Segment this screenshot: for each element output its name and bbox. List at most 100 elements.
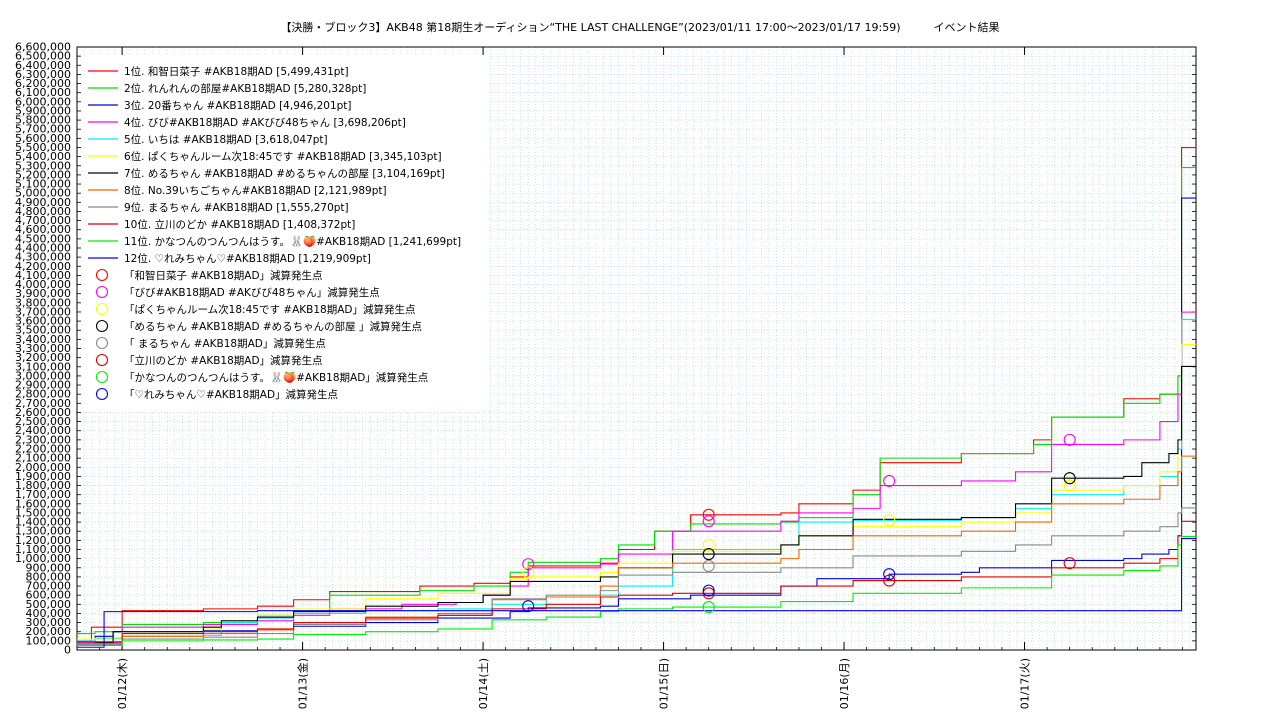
markers xyxy=(522,433,1076,614)
legend-label: 「めるちゃん #AKB18期AD #めるちゃんの部屋 」減算発生点 xyxy=(124,320,422,333)
y-tick-label: 200,000 xyxy=(26,625,72,638)
legend-label: 8位. No.39いちごちゃん#AKB18期AD [2,121,989pt] xyxy=(124,184,387,197)
y-tick-label: 4,900,000 xyxy=(15,196,71,209)
y-tick-label: 6,600,000 xyxy=(15,41,71,54)
y-tick-label: 2,800,000 xyxy=(15,388,71,401)
y-tick-label: 1,200,000 xyxy=(15,534,71,547)
y-tick-label: 3,800,000 xyxy=(15,296,71,309)
y-tick-label: 5,300,000 xyxy=(15,159,71,172)
y-tick-label: 4,600,000 xyxy=(15,223,71,236)
y-tick-label: 2,400,000 xyxy=(15,424,71,437)
legend-label: 7位. めるちゃん #AKB18期AD #めるちゃんの部屋 [3,104,169… xyxy=(124,167,445,180)
y-tick-label: 600,000 xyxy=(26,589,72,602)
y-tick-label: 2,200,000 xyxy=(15,443,71,456)
x-tick-label: 01/12(木) xyxy=(116,658,129,709)
legend-marker xyxy=(95,268,109,282)
y-tick-label: 1,900,000 xyxy=(15,470,71,483)
y-tick-label: 6,500,000 xyxy=(15,50,71,63)
x-tick-label: 01/16(月) xyxy=(838,658,851,709)
series-line xyxy=(77,520,1196,643)
y-tick-label: 2,100,000 xyxy=(15,452,71,465)
legend-label: 「かなつんのつんつんはうす。🐰🍑#AKB18期AD」減算発生点 xyxy=(124,371,428,384)
y-tick-label: 6,200,000 xyxy=(15,77,71,90)
marker-point xyxy=(702,587,715,600)
y-tick-label: 3,400,000 xyxy=(15,333,71,346)
legend-label: 6位. ぱくちゃんルーム次18:45です #AKB18期AD [3,345,10… xyxy=(124,150,442,163)
y-tick-label: 1,400,000 xyxy=(15,516,71,529)
y-tick-label: 5,000,000 xyxy=(15,187,71,200)
y-tick-label: 1,300,000 xyxy=(15,525,71,538)
marker-point xyxy=(883,514,896,527)
series-line xyxy=(77,507,1196,646)
series-line xyxy=(77,537,1196,648)
x-tick-label: 01/15(日) xyxy=(658,658,671,709)
series-line xyxy=(77,311,1196,644)
y-tick-label: 3,700,000 xyxy=(15,305,71,318)
y-tick-label: 3,100,000 xyxy=(15,360,71,373)
y-tick-label: 1,500,000 xyxy=(15,506,71,519)
y-tick-label: 2,500,000 xyxy=(15,415,71,428)
legend-label: 10位. 立川のどか #AKB18期AD [1,408,372pt] xyxy=(124,218,355,231)
y-tick-label: 5,100,000 xyxy=(15,178,71,191)
marker-point xyxy=(1063,433,1076,446)
legend-label: 9位. まるちゃん #AKB18期AD [1,555,270pt] xyxy=(124,201,349,214)
y-tick-label: 5,500,000 xyxy=(15,141,71,154)
y-tick-label: 0 xyxy=(64,644,71,657)
legend-label: 1位. 和智日菜子 #AKB18期AD [5,499,431pt] xyxy=(124,65,349,78)
y-tick-label: 3,000,000 xyxy=(15,369,71,382)
y-tick-label: 4,300,000 xyxy=(15,251,71,264)
y-tick-label: 5,400,000 xyxy=(15,150,71,163)
marker-point xyxy=(1063,479,1076,492)
y-tick-label: 3,200,000 xyxy=(15,351,71,364)
y-tick-label: 5,900,000 xyxy=(15,104,71,117)
y-tick-label: 5,200,000 xyxy=(15,168,71,181)
y-tick-label: 1,100,000 xyxy=(15,543,71,556)
marker-point xyxy=(702,584,715,597)
marker-point xyxy=(522,600,535,613)
legend-box xyxy=(82,55,490,411)
y-tick-label: 100,000 xyxy=(26,634,72,647)
y-tick-label: 400,000 xyxy=(26,607,72,620)
y-tick-label: 4,400,000 xyxy=(15,242,71,255)
y-tick-label: 5,800,000 xyxy=(15,114,71,127)
legend-marker xyxy=(95,319,109,333)
x-tick-label: 01/17(火) xyxy=(1019,658,1032,709)
legend-label: 「びび#AKB18期AD #AKびび48ちゃん」減算発生点 xyxy=(124,286,380,299)
y-tick-label: 1,800,000 xyxy=(15,479,71,492)
y-tick-label: 4,200,000 xyxy=(15,260,71,273)
y-tick-label: 4,000,000 xyxy=(15,278,71,291)
marker-point xyxy=(883,574,896,587)
series-line xyxy=(77,536,1196,646)
legend-label: 11位. かなつんのつんつんはうす。🐰🍑#AKB18期AD [1,241,699… xyxy=(124,235,461,248)
legend-label: 5位. いちは #AKB18期AD [3,618,047pt] xyxy=(124,133,328,146)
y-tick-label: 2,600,000 xyxy=(15,406,71,419)
legend: 1位. 和智日菜子 #AKB18期AD [5,499,431pt] 2位. れんれ… xyxy=(82,55,490,411)
y-tick-label: 6,400,000 xyxy=(15,59,71,72)
legend-label: 2位. れんれんの部屋#AKB18期AD [5,280,328pt] xyxy=(124,82,366,95)
marker-point xyxy=(702,508,715,521)
y-tick-label: 4,100,000 xyxy=(15,269,71,282)
y-tick-label: 1,600,000 xyxy=(15,497,71,510)
series-lines xyxy=(77,147,1196,648)
legend-label: 「和智日菜子 #AKB18期AD」減算発生点 xyxy=(124,269,323,282)
y-tick-label: 2,300,000 xyxy=(15,433,71,446)
marker-point xyxy=(883,474,896,488)
legend-marker xyxy=(95,285,109,299)
y-tick-label: 900,000 xyxy=(26,561,72,574)
y-tick-label: 4,700,000 xyxy=(15,214,71,227)
legend-label: 「 まるちゃん #AKB18期AD」減算発生点 xyxy=(124,337,326,350)
legend-marker xyxy=(95,387,109,401)
y-tick-label: 5,700,000 xyxy=(15,123,71,136)
y-tick-label: 2,700,000 xyxy=(15,397,71,410)
legend-marker xyxy=(95,353,109,367)
legend-label: 「♡れみちゃん♡#AKB18期AD」減算発生点 xyxy=(124,388,338,401)
y-tick-label: 4,500,000 xyxy=(15,232,71,245)
y-tick-label: 1,000,000 xyxy=(15,552,71,565)
legend-label: 12位. ♡れみちゃん♡#AKB18期AD [1,219,909pt] xyxy=(124,252,371,265)
legend-label: 「ぱくちゃんルーム次18:45です #AKB18期AD」減算発生点 xyxy=(124,303,415,316)
y-tick-label: 6,300,000 xyxy=(15,68,71,81)
legend-label: 「立川のどか #AKB18期AD」減算発生点 xyxy=(124,354,323,367)
y-tick-label: 700,000 xyxy=(26,580,72,593)
y-tick-label: 3,300,000 xyxy=(15,342,71,355)
